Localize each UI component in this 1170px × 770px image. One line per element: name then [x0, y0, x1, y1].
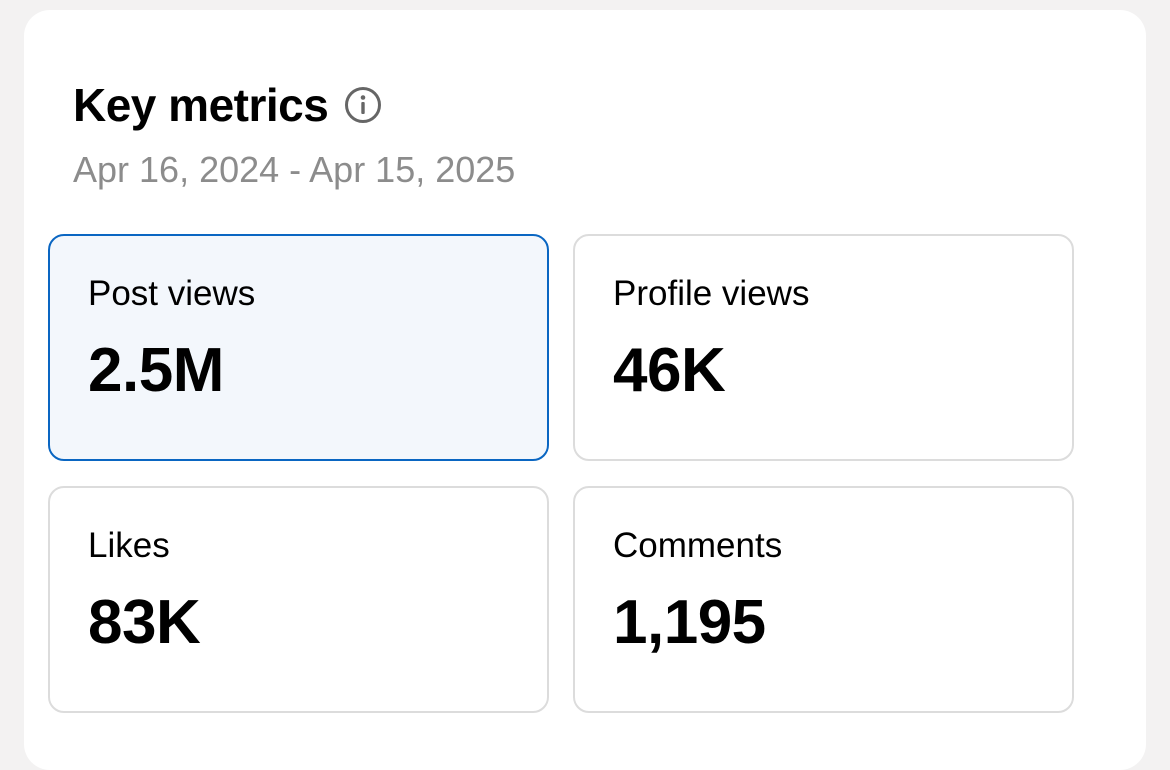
metric-label: Comments	[613, 526, 783, 565]
metric-label: Post views	[88, 274, 256, 313]
metric-label: Profile views	[613, 274, 810, 313]
metric-value: 1,195	[613, 588, 766, 657]
date-range: Apr 16, 2024 - Apr 15, 2025	[73, 149, 516, 190]
card-title: Key metrics	[73, 79, 329, 131]
metric-value: 2.5M	[88, 336, 224, 405]
metric-tile-likes[interactable]: Likes 83K	[48, 486, 549, 713]
info-icon[interactable]	[344, 86, 382, 124]
card-header: Key metrics	[73, 82, 382, 128]
metric-value: 83K	[88, 588, 201, 657]
metric-tile-post-views[interactable]: Post views 2.5M	[48, 234, 549, 461]
metric-label: Likes	[88, 526, 170, 565]
metric-value: 46K	[613, 336, 726, 405]
metric-tile-comments[interactable]: Comments 1,195	[573, 486, 1074, 713]
metric-tile-profile-views[interactable]: Profile views 46K	[573, 234, 1074, 461]
